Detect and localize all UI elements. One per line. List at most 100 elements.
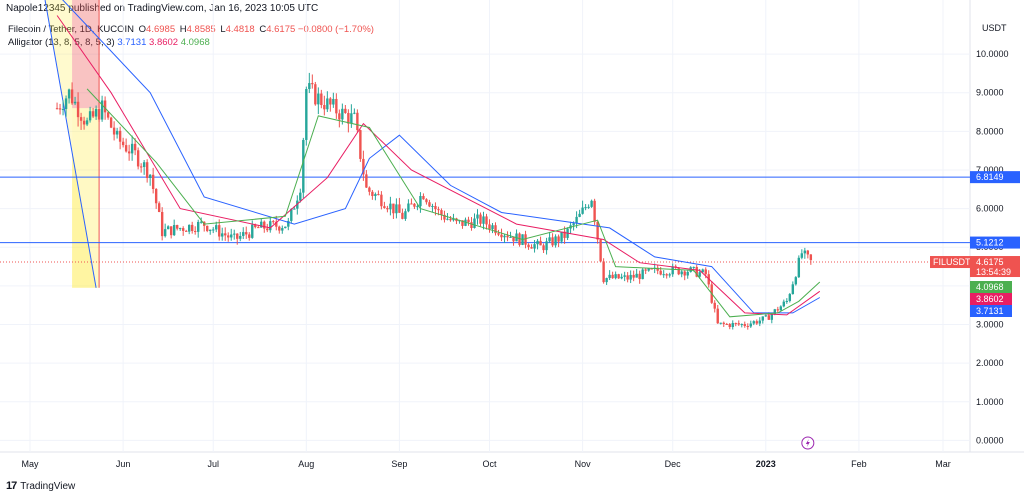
brand-name: TradingView xyxy=(20,480,76,492)
candle-body xyxy=(347,112,350,124)
candle-body xyxy=(323,105,326,110)
candle-body xyxy=(85,120,89,125)
candle-body xyxy=(206,225,209,231)
candle-body xyxy=(740,324,743,326)
candle-body xyxy=(236,233,239,239)
candle-body xyxy=(554,236,557,246)
candle-body xyxy=(425,199,428,203)
alligator-layer xyxy=(56,0,821,318)
candle-body xyxy=(200,221,203,223)
candle-body xyxy=(395,204,398,214)
candle-body xyxy=(590,200,593,207)
candle-body xyxy=(115,130,119,135)
candle-body xyxy=(686,271,689,276)
candle-body xyxy=(242,232,245,236)
candle-body xyxy=(341,108,344,120)
candle-body xyxy=(254,224,257,228)
candle-body xyxy=(731,323,734,328)
candle-body xyxy=(617,274,620,279)
candle-body xyxy=(184,230,188,232)
candle-body xyxy=(770,313,773,320)
candle-body xyxy=(560,231,563,242)
candle-body xyxy=(713,302,716,309)
candle-body xyxy=(704,269,707,275)
lightning-glyph xyxy=(805,439,810,447)
candle-body xyxy=(251,224,254,238)
candle-body xyxy=(482,216,485,224)
candle-body xyxy=(61,109,65,111)
candle-body xyxy=(365,174,368,188)
indicator-price-tag xyxy=(970,305,1012,317)
candle-body xyxy=(106,112,110,118)
candle-body xyxy=(677,267,680,275)
candle-body xyxy=(743,324,746,326)
publisher-line: Napole12345 published on TradingView.com… xyxy=(6,3,319,14)
candle-body xyxy=(142,162,146,168)
candle-body xyxy=(494,225,497,234)
candle-body xyxy=(389,203,392,210)
candle-body xyxy=(620,276,623,279)
candle-body xyxy=(422,195,425,200)
candle-body xyxy=(245,232,248,235)
candle-body xyxy=(221,233,224,237)
high-value: 4.8585 xyxy=(186,24,216,35)
candle-body xyxy=(551,237,554,246)
symbol-title[interactable]: Filecoin / Tether, 1D, KUCOIN xyxy=(8,24,135,35)
trendline[interactable] xyxy=(44,0,97,288)
candle-body xyxy=(293,208,296,210)
candle-body xyxy=(656,267,659,271)
candle-body xyxy=(611,274,614,279)
candle-body xyxy=(476,214,479,219)
candle-body xyxy=(380,194,383,207)
candle-body xyxy=(431,205,434,207)
y-tick-label: 7.0000 xyxy=(976,165,1004,175)
candle-body xyxy=(530,247,533,249)
candle-body xyxy=(446,218,449,220)
candle-body xyxy=(97,109,101,120)
last-price-tag xyxy=(970,256,1020,278)
indicator-title[interactable]: Alligator (13, 8, 5, 8, 5, 3) xyxy=(8,37,115,48)
candle-body xyxy=(215,225,218,230)
candle-body xyxy=(127,151,131,154)
candle-body xyxy=(614,274,617,279)
candle-body xyxy=(623,275,626,277)
candle-body xyxy=(371,191,374,196)
candle-body xyxy=(73,101,77,104)
candle-body xyxy=(434,205,437,210)
candle-body xyxy=(461,220,464,226)
grid-layer xyxy=(0,0,970,452)
candle-body xyxy=(509,236,512,238)
footer: 17 TradingView xyxy=(6,480,75,492)
candle-body xyxy=(386,208,389,210)
candle-body xyxy=(224,233,227,236)
candle-body xyxy=(209,229,212,231)
candle-body xyxy=(797,257,801,278)
open-value: 4.6985 xyxy=(146,24,176,35)
candle-body xyxy=(470,222,473,228)
hline-price-label: 5.1212 xyxy=(976,238,1004,248)
candle-body xyxy=(746,325,749,327)
x-tick-label: Mar xyxy=(935,459,951,469)
candle-body xyxy=(419,195,422,207)
candle-body xyxy=(533,244,536,249)
candle-body xyxy=(392,203,395,214)
open-label: O xyxy=(138,24,147,35)
candle-body xyxy=(353,112,356,114)
candle-body xyxy=(194,231,197,233)
candle-body xyxy=(629,274,632,280)
candle-body xyxy=(539,240,542,246)
candle-body xyxy=(359,130,362,159)
candle-body xyxy=(187,224,191,232)
candle-body xyxy=(109,117,113,128)
candle-body xyxy=(269,221,272,231)
candle-body xyxy=(428,202,431,207)
candle-body xyxy=(794,277,798,285)
candle-body xyxy=(88,111,92,121)
candle-body xyxy=(374,194,377,196)
candle-body xyxy=(139,166,143,168)
candle-body xyxy=(527,244,530,248)
candle-body xyxy=(491,225,494,230)
candle-body xyxy=(82,120,86,125)
last-price-label: 4.6175 xyxy=(976,257,1004,267)
